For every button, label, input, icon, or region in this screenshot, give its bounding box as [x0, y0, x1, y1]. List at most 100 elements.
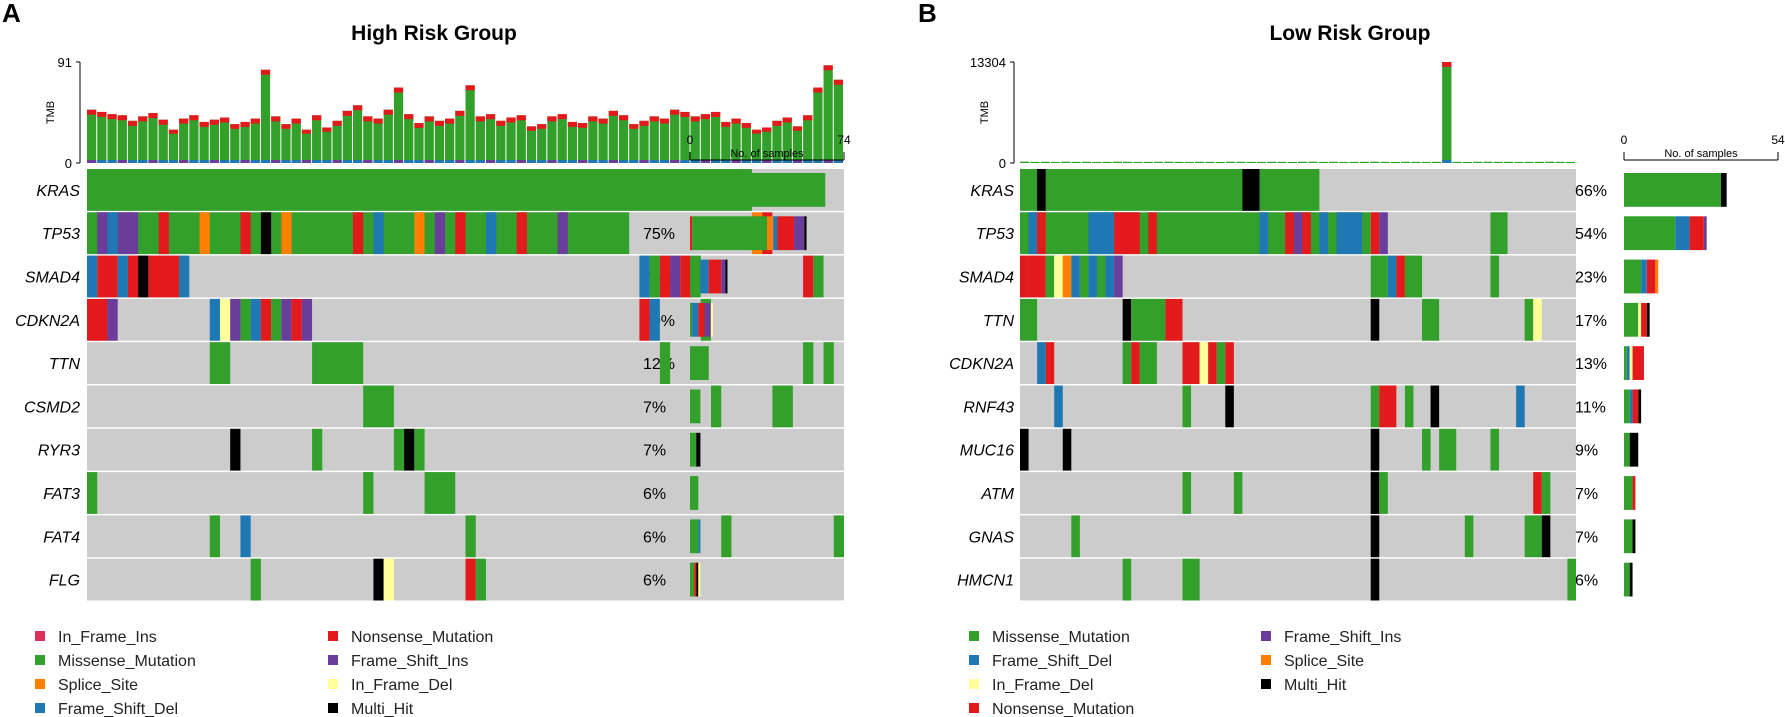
mutation-cell [1182, 385, 1192, 428]
samples-axis-label: No. of samples [1664, 148, 1738, 160]
tmb-bar [1298, 161, 1308, 163]
mutation-cell [1020, 212, 1371, 255]
tmb-bar-segment [291, 160, 301, 163]
side-bar-segment [690, 562, 695, 597]
side-bar-segment [1689, 216, 1704, 251]
tmb-bar [485, 114, 496, 163]
tmb-bar-segment [168, 160, 179, 163]
mutation-cell [557, 212, 568, 255]
legend-swatch [328, 679, 338, 689]
mutation-cell [1225, 385, 1234, 428]
tmb-bar [772, 120, 782, 163]
tmb-bar [117, 115, 127, 163]
tmb-bar-segment [117, 160, 127, 163]
tmb-bar [731, 118, 741, 163]
tmb-bar [1102, 161, 1112, 163]
tmb-bar [1493, 161, 1503, 163]
tmb-bar [680, 111, 690, 163]
tmb-bar [721, 121, 731, 163]
tmb-bar [1473, 161, 1483, 163]
mutation-cell [1370, 428, 1380, 471]
tmb-bar [1205, 161, 1215, 163]
tmb-bar-segment [97, 111, 107, 117]
tmb-bar [1195, 161, 1205, 163]
side-bar-segment [767, 216, 774, 251]
gene-percent: 7% [643, 399, 666, 416]
legend-label: Missense_Mutation [58, 653, 196, 670]
tmb-bar-segment [690, 116, 700, 122]
legend-swatch [35, 703, 45, 713]
legend-label: Frame_Shift_Del [58, 701, 178, 717]
side-bar-segment [1629, 389, 1633, 424]
tmb-bar-segment [475, 160, 485, 163]
mutation-cell [1541, 472, 1551, 514]
tmb-bar [414, 123, 424, 163]
legend-label: In_Frame_Ins [58, 629, 157, 646]
side-bar-segment [698, 562, 701, 597]
tmb-bar [332, 120, 342, 163]
side-bar-segment [690, 519, 699, 554]
tmb-bar [1514, 161, 1524, 163]
gene-percent: 7% [1575, 529, 1598, 546]
tmb-bar-segment [537, 124, 547, 129]
tmb-bar-segment [629, 124, 639, 129]
gene-row-background [1020, 472, 1576, 514]
side-bar-segment [1703, 216, 1707, 251]
tmb-bar [1442, 62, 1452, 163]
tmb-bar-segment [97, 160, 107, 163]
tmb-bar [1215, 161, 1225, 163]
gene-label: KRAS [970, 183, 1014, 200]
side-bar-segment [1624, 432, 1630, 467]
tmb-bar-segment [711, 160, 721, 163]
side-bar-segment [700, 259, 709, 294]
tmb-bar [649, 116, 659, 163]
gene-percent: 12% [643, 356, 675, 373]
tmb-bar [240, 121, 250, 163]
tmb-bar [455, 110, 465, 163]
gene-row-background [1020, 385, 1576, 428]
tmb-bar-segment [107, 114, 117, 120]
mutation-cell [1096, 255, 1106, 298]
tmb-bar [1287, 161, 1297, 163]
tmb-bar [578, 123, 588, 163]
side-bar-segment [694, 562, 697, 597]
tmb-bar-segment [485, 114, 496, 120]
gene-percent: 6% [643, 529, 666, 546]
tmb-bar-segment [393, 160, 404, 163]
gene-label: TTN [983, 313, 1015, 330]
mutation-cell [1054, 255, 1063, 298]
mutation-cell [301, 298, 313, 341]
mutation-cell [1379, 212, 1388, 255]
tmb-bar-segment [179, 118, 189, 124]
mutation-cell [1122, 298, 1132, 341]
mutation-cell [516, 212, 527, 255]
legend-label: Frame_Shift_Del [992, 653, 1112, 670]
legend-label: Frame_Shift_Ins [351, 653, 468, 670]
mutation-cell [1037, 212, 1046, 255]
tmb-bar-segment [649, 160, 659, 163]
gene-label: GNAS [969, 529, 1015, 546]
tmb-bar-segment [189, 160, 199, 163]
tmb-bar-segment [434, 160, 445, 163]
tmb-bar-segment [496, 160, 506, 163]
tmb-bar [629, 124, 639, 163]
mutation-cell [721, 515, 732, 558]
mutation-cell [1490, 212, 1508, 255]
side-bar-segment [1720, 173, 1727, 207]
tmb-bar [1462, 161, 1473, 163]
mutation-cell [639, 255, 650, 298]
mutation-cell [240, 298, 251, 341]
gene-percent: 13% [1575, 356, 1607, 373]
tmb-bar [741, 123, 751, 163]
tmb-bar-segment [680, 160, 690, 163]
side-bar-segment [690, 216, 693, 251]
mutation-cell [87, 472, 98, 514]
tmb-bar-segment [547, 116, 557, 122]
tmb-bar-segment [414, 160, 424, 163]
mutation-cell [260, 298, 272, 341]
tmb-bar [148, 113, 158, 163]
tmb-bar-segment [332, 160, 342, 163]
tmb-bar [1174, 161, 1184, 163]
tmb-bar [1277, 161, 1287, 163]
